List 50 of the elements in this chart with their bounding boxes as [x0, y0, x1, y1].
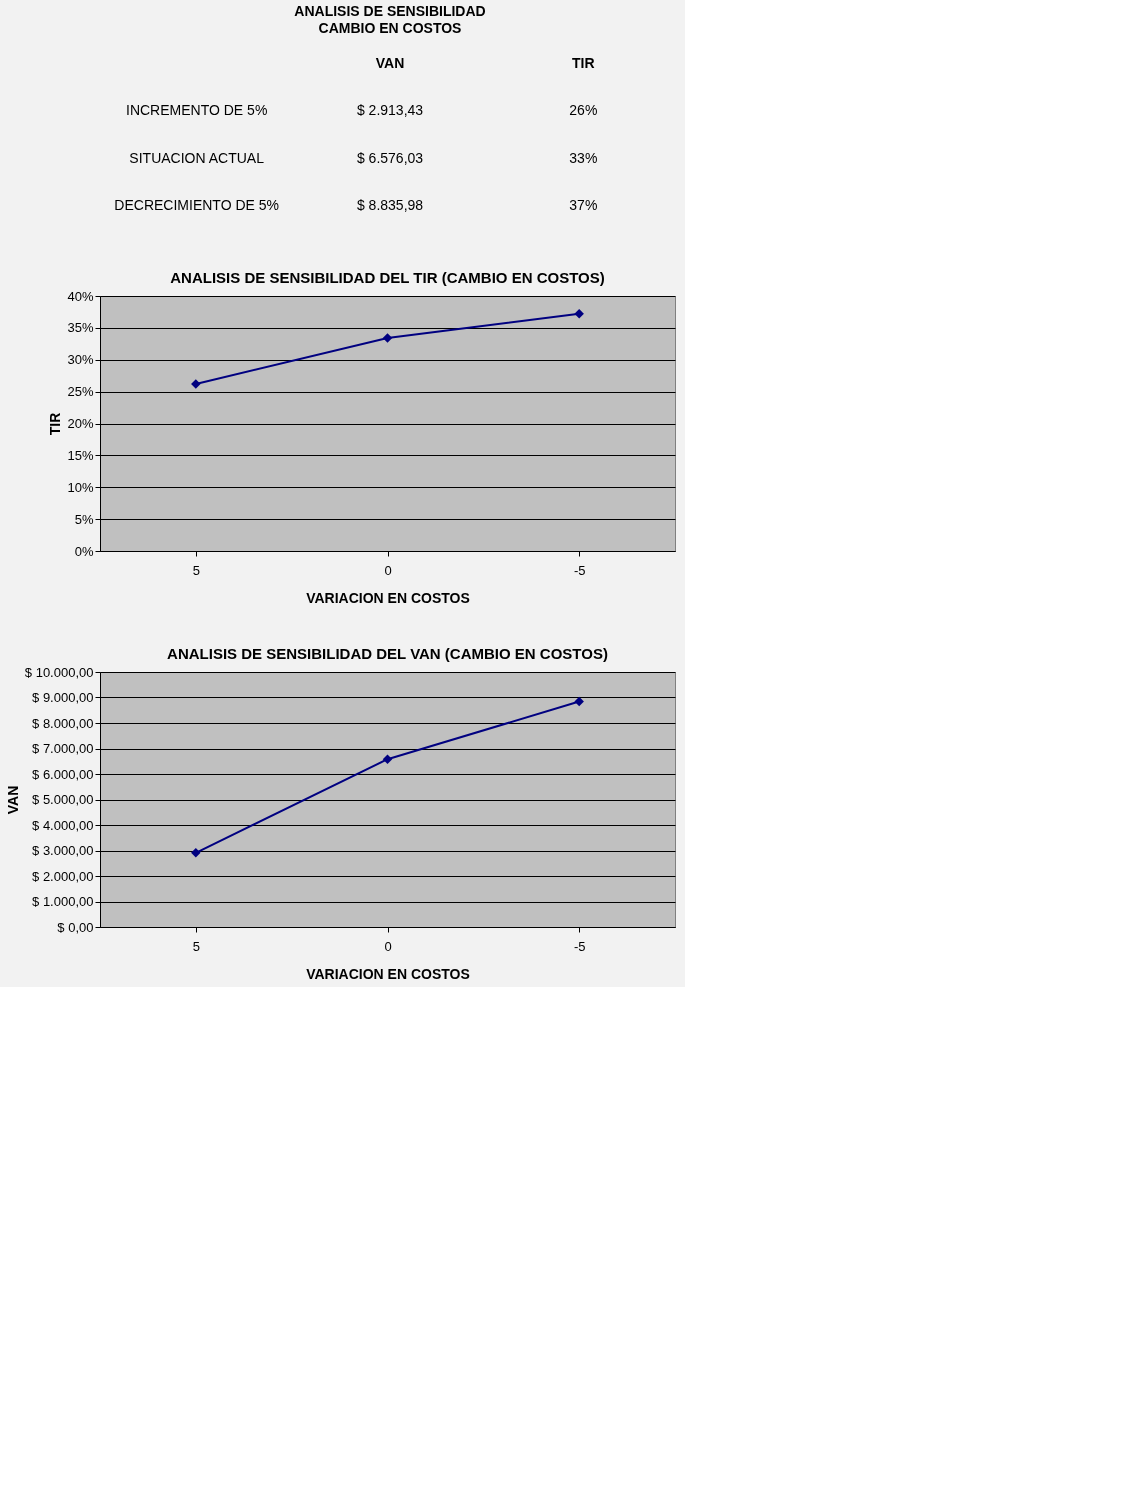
y-tick-label: 35% — [67, 320, 94, 336]
x-tick-label: 0 — [384, 938, 392, 954]
x-axis-title: VARIACION EN COSTOS — [306, 965, 470, 982]
y-tick-label: $ 10.000,00 — [24, 664, 94, 680]
x-tick-label: -5 — [573, 562, 586, 578]
y-tick-label: 15% — [67, 447, 94, 463]
y-tick-label: 5% — [74, 511, 94, 527]
x-tick-label: 5 — [192, 562, 200, 578]
y-tick-label: $ 0,00 — [57, 919, 94, 935]
text: VAN — [375, 54, 405, 71]
y-axis-title: TIR — [47, 412, 64, 436]
text: DECRECIMIENTO DE 5% — [114, 197, 279, 214]
y-tick-label: 25% — [67, 384, 94, 400]
chart-title: ANALISIS DE SENSIBILIDAD DEL TIR (CAMBIO EN COSTOS) — [170, 269, 605, 286]
text: CAMBIO EN COSTOS — [318, 20, 462, 36]
y-tick-label: $ 2.000,00 — [32, 868, 94, 884]
x-tick-label: -5 — [573, 938, 586, 954]
text: TIR — [572, 54, 595, 71]
point — [382, 333, 393, 343]
point — [574, 696, 584, 707]
text: $ 2.913,43 — [356, 102, 424, 119]
text: 26% — [569, 102, 598, 119]
text: ANALISIS DE SENSIBILIDAD — [294, 3, 486, 19]
x-tick-label: 5 — [192, 938, 200, 954]
y-tick-label: 10% — [67, 479, 94, 495]
y-tick-label: 20% — [67, 416, 94, 431]
text: 37% — [569, 197, 598, 214]
text: INCREMENTO DE 5% — [126, 102, 268, 119]
y-tick-label: $ 3.000,00 — [32, 843, 94, 858]
text: SITUACION ACTUAL — [129, 149, 265, 166]
chart-title: ANALISIS DE SENSIBILIDAD DEL VAN (CAMBIO EN COSTOS) — [167, 645, 608, 662]
x-axis-title: VARIACION EN COSTOS — [306, 589, 470, 606]
y-tick-label: 30% — [67, 352, 94, 368]
y-tick-label: 0% — [74, 543, 94, 559]
y-tick-label: $ 8.000,00 — [32, 715, 94, 731]
y-axis-title: VAN — [4, 785, 21, 815]
y-tick-label: $ 7.000,00 — [32, 741, 94, 756]
point — [382, 754, 393, 764]
text: $ 8.835,98 — [356, 197, 424, 214]
text: $ 6.576,03 — [356, 149, 424, 166]
x-tick-label: 0 — [384, 562, 392, 578]
text: 33% — [569, 149, 598, 166]
y-tick-label: 40% — [67, 288, 94, 304]
point — [191, 848, 201, 858]
y-tick-label: $ 5.000,00 — [32, 792, 94, 807]
y-tick-label: $ 4.000,00 — [32, 817, 94, 833]
y-tick-label: $ 9.000,00 — [32, 690, 94, 705]
point — [574, 309, 584, 319]
y-tick-label: $ 1.000,00 — [32, 894, 94, 909]
y-tick-label: $ 6.000,00 — [32, 766, 94, 782]
